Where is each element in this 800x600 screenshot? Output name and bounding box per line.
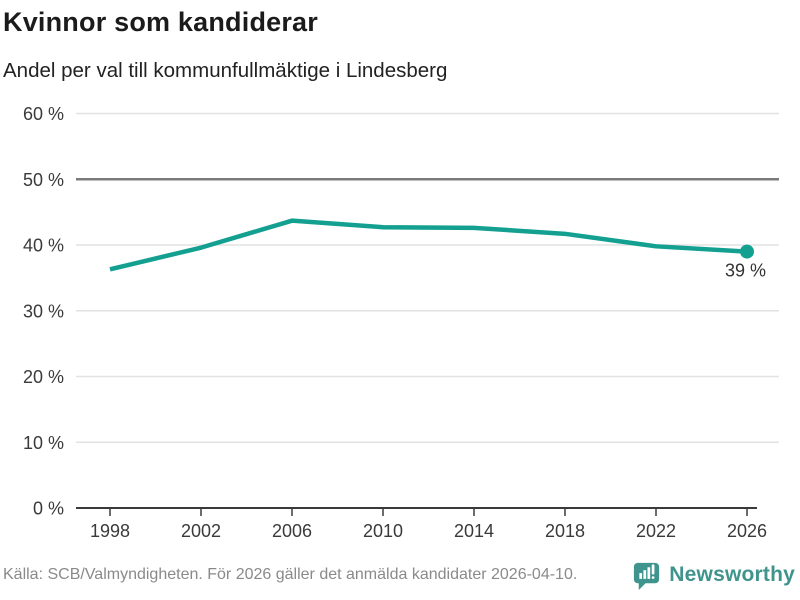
- x-tick-label: 2010: [363, 521, 403, 541]
- y-tick-label: 50 %: [23, 170, 64, 190]
- y-tick-label: 10 %: [23, 433, 64, 453]
- newsworthy-wordmark: Newsworthy: [669, 563, 795, 586]
- page-subtitle: Andel per val till kommunfullmäktige i L…: [3, 59, 448, 82]
- chart-footer: Källa: SCB/Valmyndigheten. För 2026 gäll…: [0, 558, 800, 600]
- y-tick-label: 60 %: [23, 104, 64, 124]
- end-point-marker: [740, 244, 754, 259]
- data-line: [109, 218, 748, 272]
- end-point-label: 39 %: [725, 261, 766, 281]
- line-chart: 0 % 10 % 20 % 30 % 40 % 50 % 60 % 1998 2002 2006 2…: [23, 104, 779, 541]
- x-tick-label: 2014: [454, 521, 494, 541]
- chart-header: Kvinnor som kandiderar Andel per val til…: [0, 7, 800, 83]
- newsworthy-bubble-chart-icon: [634, 562, 660, 590]
- y-tick-label: 0 %: [33, 499, 64, 519]
- x-tick-label: 2006: [272, 521, 312, 541]
- x-tick-label: 1998: [90, 521, 130, 541]
- y-tick-label: 20 %: [23, 367, 64, 387]
- y-tick-label: 40 %: [23, 236, 64, 256]
- y-tick-label: 30 %: [23, 301, 64, 321]
- x-tick-label: 2002: [181, 521, 221, 541]
- x-tick-label: 2018: [545, 521, 585, 541]
- page-title: Kvinnor som kandiderar: [3, 7, 318, 37]
- newsworthy-logo: Newsworthy: [631, 559, 795, 592]
- source-note: Källa: SCB/Valmyndigheten. För 2026 gäll…: [3, 566, 578, 583]
- x-tick-label: 2022: [636, 521, 676, 541]
- x-tick-label: 2026: [727, 521, 767, 541]
